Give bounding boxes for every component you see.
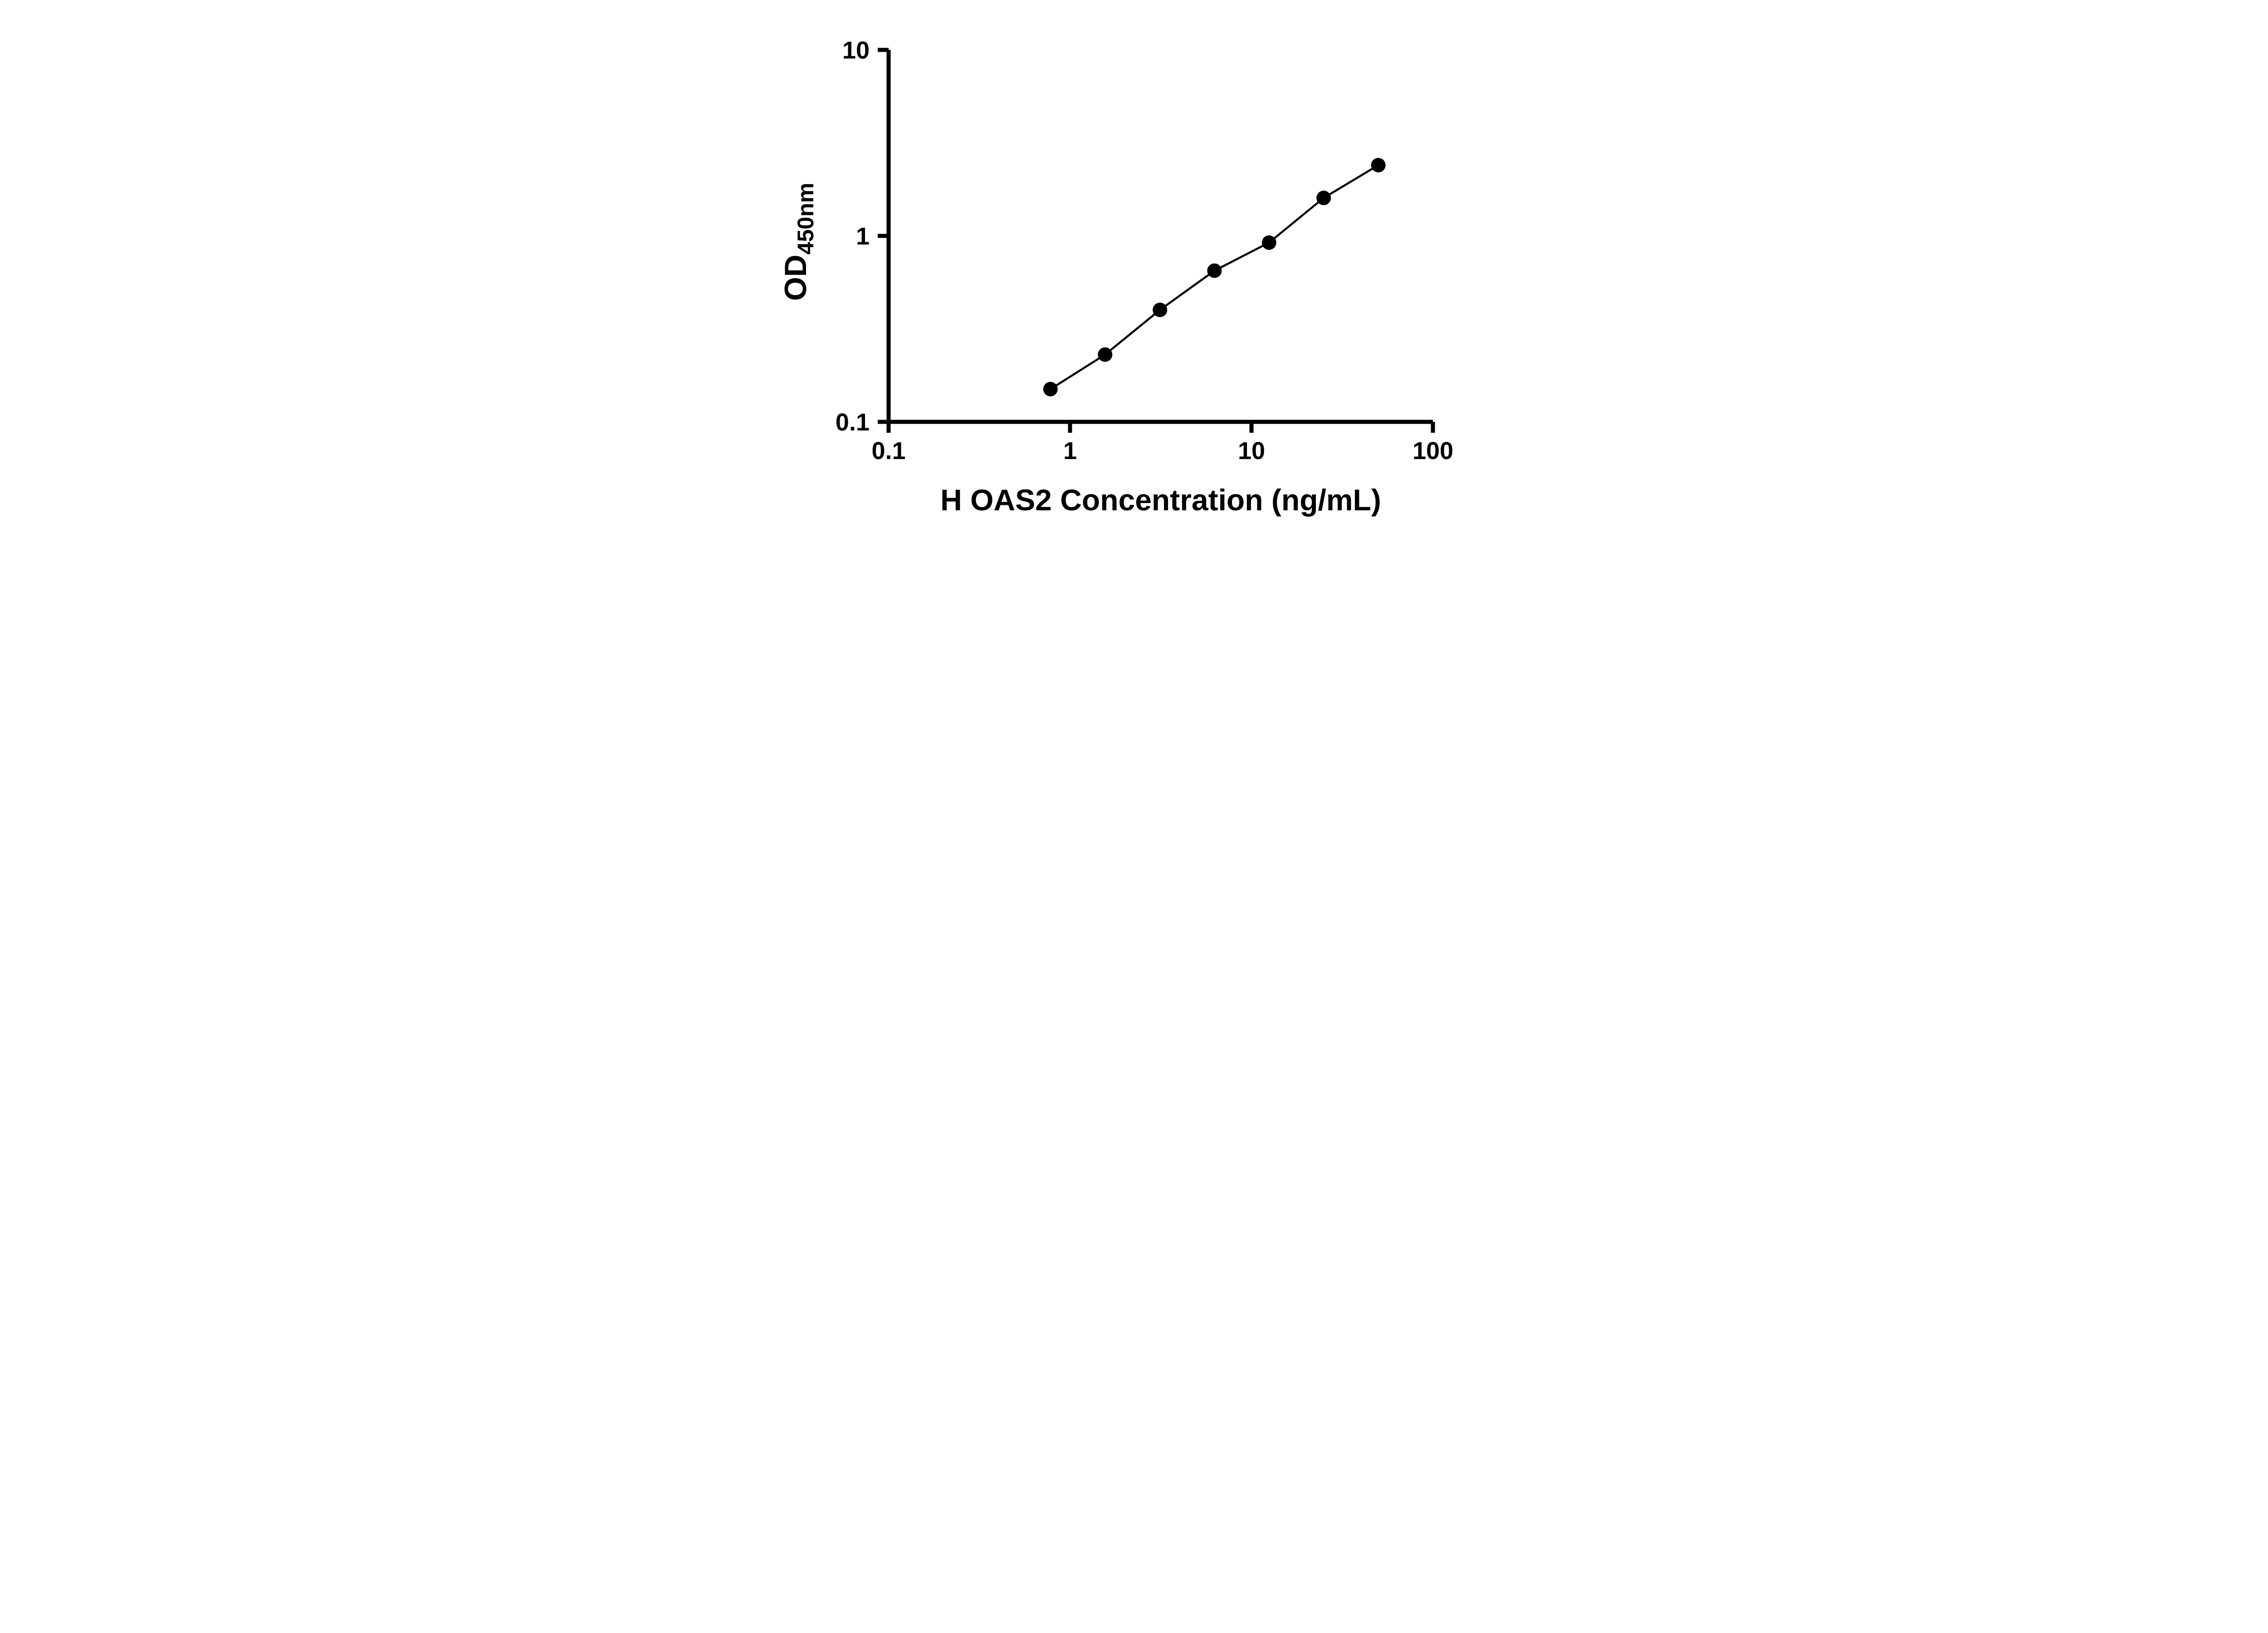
plot-area: 0.1 1 10 100 0.1 1 10 [836, 37, 1453, 464]
x-tick-label: 10 [1238, 437, 1265, 464]
y-tick-label: 10 [842, 37, 870, 64]
data-point [1371, 158, 1386, 173]
y-axis-title-sub: 450nm [793, 183, 818, 254]
chart-canvas: 0.1 1 10 100 0.1 1 10 H OAS2 Concentration (ng… [778, 37, 1453, 517]
data-point [1207, 263, 1222, 278]
standard-curve-figure: 0.1 1 10 100 0.1 1 10 H OAS2 Concentration (ng… [753, 0, 1515, 544]
x-tick-label: 0.1 [871, 437, 905, 464]
axes [886, 50, 1433, 424]
y-tick-label: 0.1 [836, 409, 870, 436]
x-tick-label: 100 [1413, 437, 1453, 464]
y-axis-title: OD450nm [778, 183, 818, 301]
data-point [1316, 191, 1331, 205]
x-axis-title: H OAS2 Concentration (ng/mL) [940, 483, 1381, 517]
data-point [1098, 347, 1113, 362]
data-point [1261, 235, 1276, 250]
y-axis-title-main: OD [778, 254, 813, 301]
y-tick-label: 1 [856, 223, 870, 250]
x-tick-label: 1 [1063, 437, 1077, 464]
data-point [1043, 381, 1058, 396]
data-point [1153, 303, 1168, 318]
